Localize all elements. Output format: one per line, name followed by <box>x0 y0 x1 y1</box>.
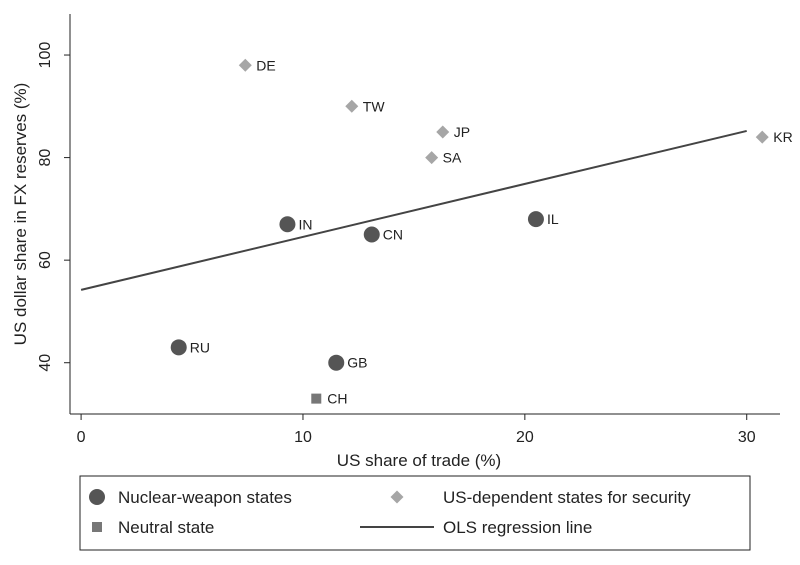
legend-label: Nuclear-weapon states <box>118 488 292 507</box>
legend: Nuclear-weapon states US-dependent states… <box>79 475 751 551</box>
x-tick-label: 20 <box>516 429 534 446</box>
x-tick-label: 30 <box>738 429 756 446</box>
y-axis-title: US dollar share in FX reserves (%) <box>11 83 30 346</box>
point-in <box>279 216 296 233</box>
point-tw <box>345 99 359 113</box>
x-tick-label: 0 <box>77 429 86 446</box>
legend-box <box>79 475 751 551</box>
legend-diamond-marker <box>390 490 404 504</box>
legend-square-marker <box>92 522 102 532</box>
point-label-ch: CH <box>327 391 347 407</box>
x-tick-label: 10 <box>294 429 312 446</box>
point-label-de: DE <box>256 57 275 73</box>
point-label-kr: KR <box>773 129 792 145</box>
point-jp <box>436 125 450 139</box>
regression-layer <box>80 129 747 291</box>
point-ru <box>170 339 187 356</box>
point-label-in: IN <box>298 216 312 232</box>
point-label-cn: CN <box>383 227 403 243</box>
legend-label: OLS regression line <box>443 518 592 537</box>
legend-label: Neutral state <box>118 518 214 537</box>
point-gb <box>328 354 345 371</box>
axes: 0 10 20 30 40 60 80 100 <box>37 14 780 446</box>
point-de <box>238 58 252 72</box>
regression-line <box>80 129 747 291</box>
legend-label: US-dependent states for security <box>443 488 691 507</box>
point-il <box>527 211 544 228</box>
y-tick-label: 80 <box>37 149 54 167</box>
point-label-gb: GB <box>347 355 367 371</box>
point-label-ru: RU <box>190 339 210 355</box>
point-label-sa: SA <box>443 150 462 166</box>
points-layer: IN CN IL RU GB DE TW JP SA KR CH <box>170 57 793 407</box>
x-axis-title: US share of trade (%) <box>337 451 501 470</box>
y-tick-label: 40 <box>37 354 54 372</box>
point-kr <box>755 130 769 144</box>
point-sa <box>425 151 439 165</box>
point-label-tw: TW <box>363 98 386 114</box>
point-ch <box>311 393 322 404</box>
point-label-jp: JP <box>454 124 470 140</box>
y-tick-label: 60 <box>37 251 54 269</box>
legend-circle-marker <box>89 489 105 505</box>
axis-titles: US share of trade (%) US dollar share in… <box>11 83 501 470</box>
point-cn <box>363 226 380 243</box>
y-tick-label: 100 <box>37 42 54 69</box>
point-label-il: IL <box>547 211 559 227</box>
